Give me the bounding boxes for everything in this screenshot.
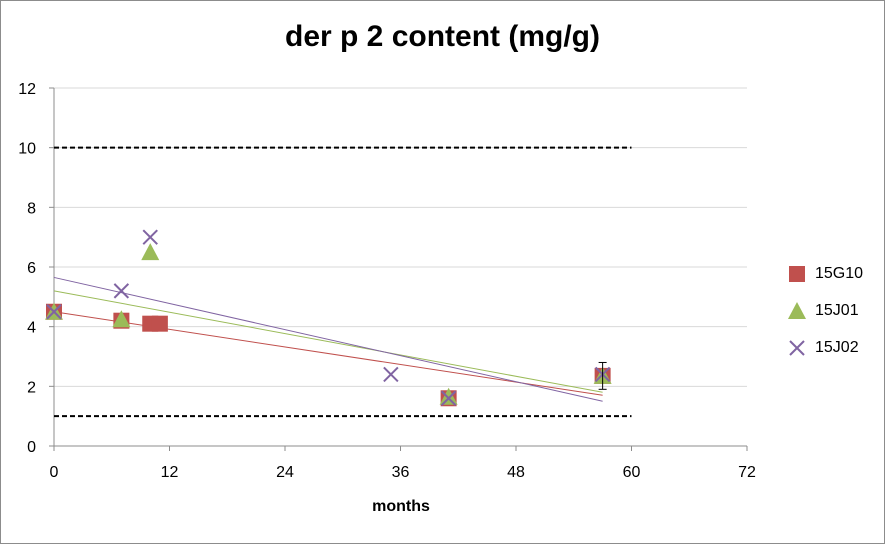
x-axis-label: months <box>372 498 430 515</box>
data-point-15J02 <box>46 304 62 320</box>
legend-label: 15G10 <box>815 264 864 282</box>
reference-lines <box>54 146 632 418</box>
legend-marker-square-icon <box>788 265 806 283</box>
data-point-15J02 <box>142 229 158 245</box>
legend: 15G10 15J01 15J02 <box>788 255 863 366</box>
trendlines <box>53 276 603 402</box>
y-tick-label: 10 <box>18 141 36 158</box>
y-tick-label: 2 <box>27 379 36 396</box>
gridlines <box>54 87 747 387</box>
y-tick-label: 0 <box>27 439 36 456</box>
data-point-15G10 <box>151 315 168 332</box>
data-markers <box>45 229 612 407</box>
data-point-15J01 <box>112 310 131 328</box>
x-tick-label: 24 <box>276 464 294 481</box>
x-tick-label: 36 <box>392 464 410 481</box>
legend-marker-triangle-icon <box>788 301 806 320</box>
x-tick-label: 72 <box>738 464 756 481</box>
x-tick-label: 12 <box>161 464 179 481</box>
y-tick-label: 8 <box>27 200 36 217</box>
legend-item-15G10: 15G10 <box>788 255 863 292</box>
legend-item-15J02: 15J02 <box>788 329 863 366</box>
data-point-15J02 <box>440 390 457 406</box>
x-tick-label: 60 <box>623 464 641 481</box>
legend-item-15J01: 15J01 <box>788 292 863 329</box>
y-tick-label: 4 <box>27 320 36 337</box>
data-point-15J01 <box>439 387 458 405</box>
trendline-15J01 <box>53 290 603 393</box>
legend-label: 15J01 <box>815 301 859 319</box>
legend-label: 15J02 <box>815 338 859 356</box>
x-tick-label: 0 <box>50 464 59 481</box>
data-point-15J01 <box>141 243 160 261</box>
y-tick-label: 12 <box>18 81 36 98</box>
x-tick-label: 48 <box>507 464 525 481</box>
data-point-15J02 <box>383 366 399 383</box>
legend-marker-x-icon <box>788 339 806 357</box>
y-tick-label: 6 <box>27 260 36 277</box>
data-point-15J02 <box>113 283 130 299</box>
chart-title: der p 2 content (mg/g) <box>285 20 600 53</box>
trendline-15J02 <box>53 276 603 402</box>
